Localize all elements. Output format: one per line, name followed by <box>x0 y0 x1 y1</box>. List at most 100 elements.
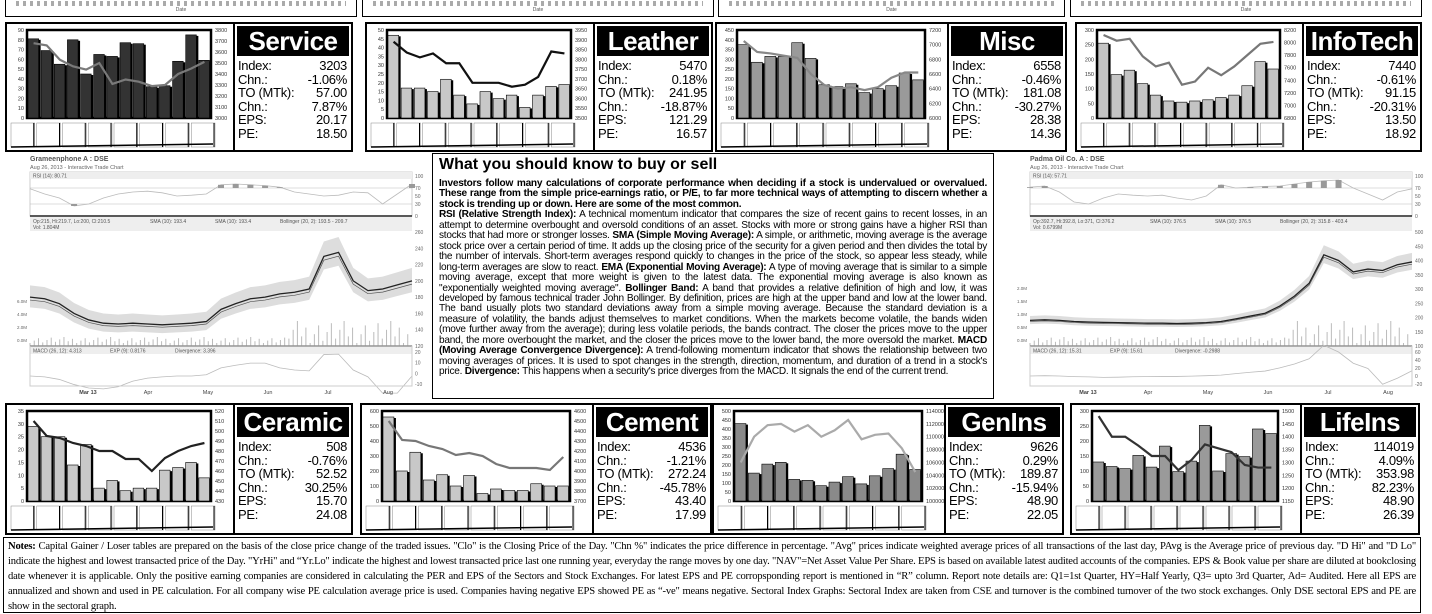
left-axis-tick: 350 <box>725 48 734 54</box>
thumbnail-frame <box>525 122 550 148</box>
stat-label: PE: <box>1305 506 1326 522</box>
rsi-axis-tick: 50 <box>415 194 421 200</box>
sector-title: InfoTech <box>1306 26 1418 56</box>
index-line <box>1103 34 1274 86</box>
thumbnail-frame <box>444 505 470 531</box>
term-definition: A type of moving average that is similar… <box>439 261 987 294</box>
left-axis-tick: 45 <box>378 37 384 43</box>
stat-value: 52.52 <box>315 466 347 482</box>
left-axis-tick: 300 <box>370 454 379 460</box>
bar <box>1159 445 1171 502</box>
rsi-overbought-fill <box>262 185 269 188</box>
term-definition: A technical momentum indicator that comp… <box>439 209 987 242</box>
bar <box>145 487 158 502</box>
bar <box>1215 97 1227 119</box>
right-axis-tick: 3900 <box>575 38 587 44</box>
term-definition: A band that provides a relative definiti… <box>439 282 988 346</box>
stat-label: Chn.: <box>949 452 979 468</box>
sector-chart: 0 10 20 30 40 50 60 70 80 90 3000 3100 3200 3300 3400 3… <box>10 28 227 148</box>
right-axis-tick: 4200 <box>574 449 586 455</box>
left-axis-tick: 0 <box>21 116 24 122</box>
left-axis-tick: 100 <box>725 96 734 102</box>
rsi-overbought-fill <box>1306 182 1313 188</box>
right-axis-tick: 7600 <box>1284 66 1296 72</box>
bar <box>882 468 894 502</box>
stat-row-to: TO (MTk): 52.52 <box>235 467 351 481</box>
bar <box>53 436 66 502</box>
thumbnail-frame <box>773 122 798 148</box>
bar <box>40 50 53 119</box>
rsi-axis-tick: 0 <box>415 214 418 220</box>
bar <box>119 490 131 502</box>
volume-axis-tick: 1.5M <box>1017 299 1027 304</box>
macd-axis-tick: -10 <box>415 382 422 388</box>
macd-axis-tick: 0 <box>415 371 418 377</box>
bar <box>1267 68 1279 119</box>
notes-text: Capital Gainer / Loser tables are prepar… <box>8 541 1416 612</box>
thumbnail-frame <box>822 505 848 531</box>
right-axis-tick: 430 <box>215 499 224 505</box>
stat-value: -45.78% <box>659 479 707 495</box>
stat-label: Chn.: <box>597 452 627 468</box>
term-name: Divergence: <box>464 366 520 378</box>
left-axis-tick: 80 <box>18 38 24 44</box>
stat-label: TO (MTk): <box>598 85 655 101</box>
price-line <box>29 251 413 326</box>
right-axis-tick: 3900 <box>574 479 586 485</box>
stat-label: Chn.: <box>238 71 268 87</box>
stat-label: Chn.: <box>1307 98 1337 114</box>
month-label: Aug <box>383 390 393 396</box>
stat-value: -0.46% <box>1021 71 1062 87</box>
sector-info: Leather Index: 5470 Chn.: 0.18% TO (MTk): 241.… <box>593 24 711 150</box>
rsi-legend: RSI (14): 80.71 <box>33 174 67 180</box>
right-axis-tick: 510 <box>215 419 224 425</box>
stat-value: 4536 <box>678 439 706 454</box>
right-axis-tick: 7800 <box>1284 53 1296 59</box>
term-definition: This happens when a security's price div… <box>519 366 949 378</box>
bar <box>409 451 422 502</box>
bar <box>1092 461 1105 502</box>
stat-row-eps: EPS: 15.70 <box>235 494 351 508</box>
thumbnail-frame <box>770 505 795 531</box>
date-label: Date <box>886 7 897 13</box>
bar <box>27 426 39 502</box>
bar <box>67 39 79 119</box>
macd-axis-tick: 0 <box>1415 374 1418 380</box>
thumbnail-frame <box>1101 505 1127 531</box>
right-axis-tick: 4600 <box>574 409 586 415</box>
left-axis-tick: 200 <box>722 463 731 469</box>
exp-legend: EXP (9): 15.61 <box>1110 349 1143 355</box>
right-axis-tick: 460 <box>215 469 224 475</box>
stat-value: -18.87% <box>660 98 708 114</box>
right-axis-tick: 3700 <box>574 499 586 505</box>
right-axis-tick: 3000 <box>215 116 227 122</box>
left-axis-tick: 100 <box>370 484 379 490</box>
sector-panel-leather: Leather Index: 5470 Chn.: 0.18% TO (MTk): 241.… <box>365 22 713 152</box>
chart-title: Grameenphone A : DSE <box>30 156 109 163</box>
bollinger-legend: Bollinger (20, 2): 193.5 - 209.7 <box>280 219 348 225</box>
stat-row-to: TO (MTk): 272.24 <box>594 467 710 481</box>
stat-row-eps: EPS: 48.90 <box>1302 494 1418 508</box>
rsi-oversold-fill <box>71 204 78 206</box>
price-axis-tick: 350 <box>1415 273 1424 279</box>
right-axis-tick: 3750 <box>575 67 587 73</box>
bar <box>466 103 478 119</box>
sector-chart: 0 50 100 150 200 250 300 350 400 450 6000 6200 6400 6… <box>720 28 941 148</box>
left-axis-tick: 50 <box>1088 101 1094 107</box>
sma-legend: SMA (10): 376.5 <box>1150 219 1186 225</box>
left-axis-tick: 250 <box>1080 424 1089 430</box>
sector-info: GenIns Index: 9626 Chn.: 0.29% TO (MTk): 189.8… <box>944 405 1062 533</box>
stat-row-eps: EPS: 13.50 <box>1304 113 1420 127</box>
stat-label: EPS: <box>952 112 981 128</box>
left-axis-tick: 450 <box>725 28 734 34</box>
macd-frame <box>1029 345 1413 387</box>
bar <box>516 490 529 502</box>
thumbnail-frame <box>88 505 113 531</box>
left-axis-tick: 350 <box>722 436 731 442</box>
right-axis-tick: 108000 <box>926 448 944 454</box>
stat-label: Chn.: <box>598 98 628 114</box>
month-label: Apr <box>1144 390 1153 396</box>
thumbnail-frame <box>10 505 35 531</box>
left-axis-tick: 400 <box>370 439 379 445</box>
rsi-axis-tick: 100 <box>415 174 424 180</box>
